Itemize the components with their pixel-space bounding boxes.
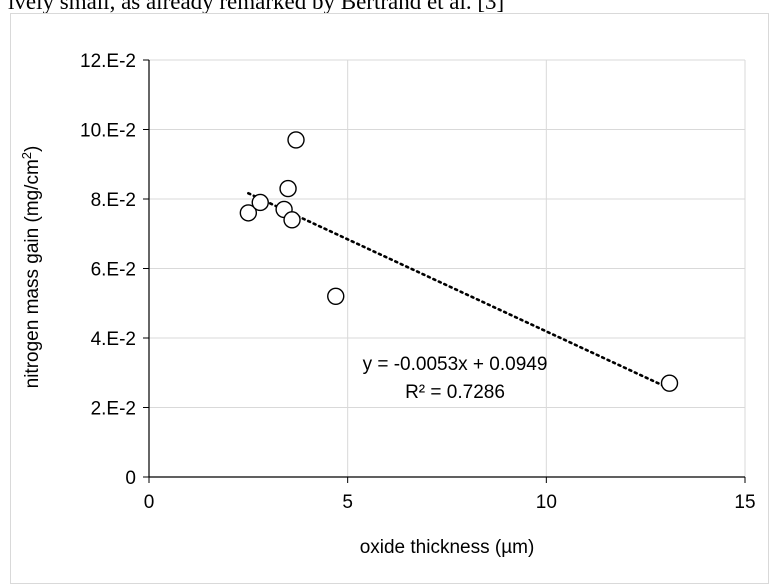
y-tick-label: 4.E-2 <box>91 329 136 350</box>
gridlines <box>149 59 746 477</box>
y-axis-title-superscript: 2 <box>19 152 34 159</box>
y-tick-label: 10.E-2 <box>80 121 136 142</box>
data-point <box>287 131 305 149</box>
chart-frame <box>10 13 769 584</box>
data-point <box>283 211 301 229</box>
trendline <box>247 191 671 390</box>
y-axis-title-close: ) <box>22 146 43 152</box>
trendline-r-squared: R² = 0.7286 <box>405 382 505 403</box>
y-axis-title: nitrogen mass gain (mg/cm2) <box>19 146 44 389</box>
data-point <box>251 193 269 212</box>
preceding-text: ively small, as already remarked by Bert… <box>8 0 505 13</box>
axes <box>143 59 746 483</box>
y-tick-label: 12.E-2 <box>80 51 136 72</box>
trendline-equation: y = -0.0053x + 0.0949 <box>363 354 548 375</box>
x-tick-label: 5 <box>342 492 353 513</box>
trendline-path <box>247 191 671 390</box>
data-point <box>239 204 258 222</box>
y-axis-title-main: nitrogen mass gain (mg/cm <box>22 159 43 388</box>
y-tick-label: 2.E-2 <box>91 399 136 420</box>
x-tick-label: 0 <box>144 492 155 513</box>
data-point <box>327 287 345 305</box>
y-tick-label: 6.E-2 <box>91 260 136 281</box>
y-tick-label: 0 <box>125 468 136 489</box>
data-point <box>279 179 297 198</box>
tick-labels: 0 2.E-2 4.E-2 6.E-2 8.E-2 10.E-2 12.E-2 0 5 10 15 <box>80 51 756 513</box>
data-point <box>660 374 679 392</box>
data-points <box>239 131 679 392</box>
preceding-text-line: ively small, as already remarked by Bert… <box>0 0 771 13</box>
x-tick-label: 10 <box>536 492 557 513</box>
x-tick-label: 15 <box>734 492 755 513</box>
x-axis-title: oxide thickness (µm) <box>360 537 535 558</box>
y-tick-label: 8.E-2 <box>91 190 136 211</box>
